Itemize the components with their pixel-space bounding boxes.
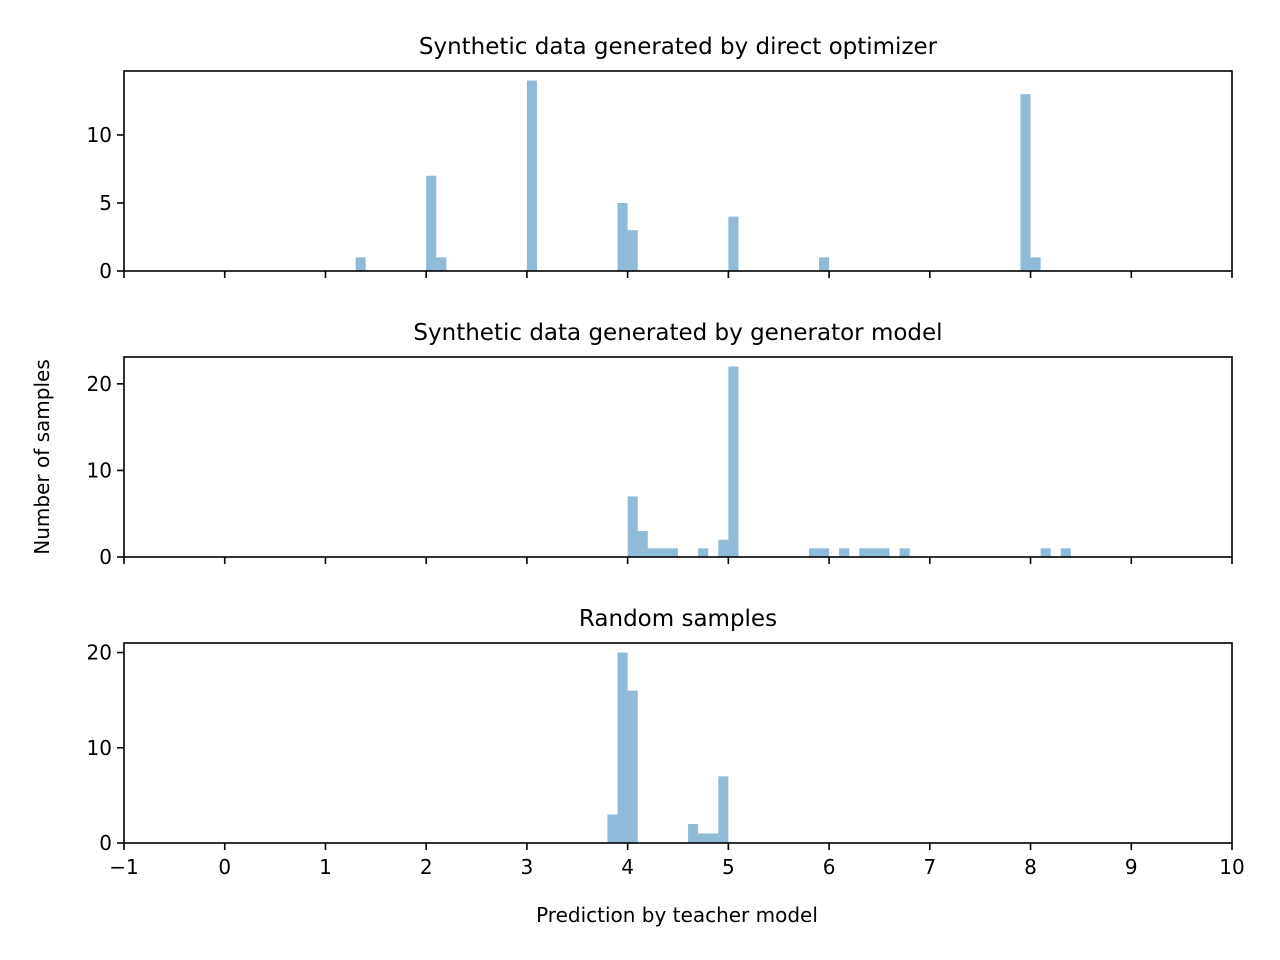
bar: [1040, 548, 1051, 557]
bar: [627, 230, 638, 271]
y-axis-label: Number of samples: [30, 359, 54, 554]
bar: [526, 80, 537, 272]
y-tick-label: 5: [99, 191, 112, 215]
bar: [667, 548, 678, 557]
bar: [637, 531, 648, 557]
bar: [657, 548, 668, 557]
bar: [607, 814, 618, 843]
y-tick-label: 0: [99, 545, 112, 569]
x-tick-label: 9: [1125, 855, 1138, 879]
bar: [869, 548, 880, 557]
bar: [1020, 94, 1031, 272]
y-tick-label: 20: [87, 372, 112, 396]
panel-title: Synthetic data generated by generator mo…: [413, 320, 942, 346]
bar: [1030, 257, 1041, 271]
x-tick-label: 4: [621, 855, 634, 879]
bar: [627, 496, 638, 557]
bar: [355, 257, 366, 271]
y-tick-label: 20: [87, 641, 112, 665]
y-tick-label: 0: [99, 831, 112, 855]
x-tick-label: 6: [823, 855, 836, 879]
bar: [859, 548, 870, 557]
bar: [1060, 548, 1071, 557]
bar: [708, 833, 719, 843]
x-axis-label: Prediction by teacher model: [536, 903, 818, 927]
bar: [436, 257, 447, 271]
plot-frame: [123, 642, 1233, 844]
panel-1: Synthetic data generated by direct optim…: [87, 34, 1233, 283]
y-tick-label: 10: [87, 736, 112, 760]
panels-group: Synthetic data generated by direct optim…: [87, 34, 1245, 879]
bar: [728, 216, 739, 271]
x-tick-label: 1: [319, 855, 332, 879]
bars-group: [607, 652, 729, 843]
x-tick-label: −1: [109, 855, 138, 879]
y-tick-label: 0: [99, 259, 112, 283]
bar: [808, 548, 820, 557]
x-tick-label: 5: [722, 855, 735, 879]
x-tick-label: 3: [521, 855, 534, 879]
bar: [839, 548, 850, 557]
bar: [647, 548, 658, 557]
x-tick-label: 10: [1219, 855, 1244, 879]
bar: [899, 548, 910, 557]
bar: [819, 548, 830, 557]
bar: [728, 366, 739, 557]
x-tick-label: 0: [218, 855, 231, 879]
panel-2: Synthetic data generated by generator mo…: [87, 320, 1233, 569]
x-tick-label: 8: [1024, 855, 1037, 879]
bar: [617, 652, 628, 843]
panel-title: Random samples: [579, 606, 777, 632]
bar: [879, 548, 890, 557]
bar: [819, 257, 830, 271]
x-tick-label: 7: [923, 855, 936, 879]
bars-group: [355, 80, 1041, 272]
bars-group: [627, 366, 1071, 557]
x-tick-label: 2: [420, 855, 433, 879]
bar: [426, 175, 437, 271]
bar: [698, 548, 709, 557]
bar: [718, 776, 729, 843]
y-tick-label: 10: [87, 123, 112, 147]
bar: [627, 690, 638, 843]
bar: [718, 539, 729, 557]
y-tick-label: 10: [87, 458, 112, 482]
plot-frame: [123, 356, 1233, 558]
bar: [688, 823, 699, 843]
bar: [617, 202, 628, 271]
bar: [698, 833, 709, 843]
panel-title: Synthetic data generated by direct optim…: [419, 34, 938, 60]
plot-frame: [123, 70, 1233, 272]
